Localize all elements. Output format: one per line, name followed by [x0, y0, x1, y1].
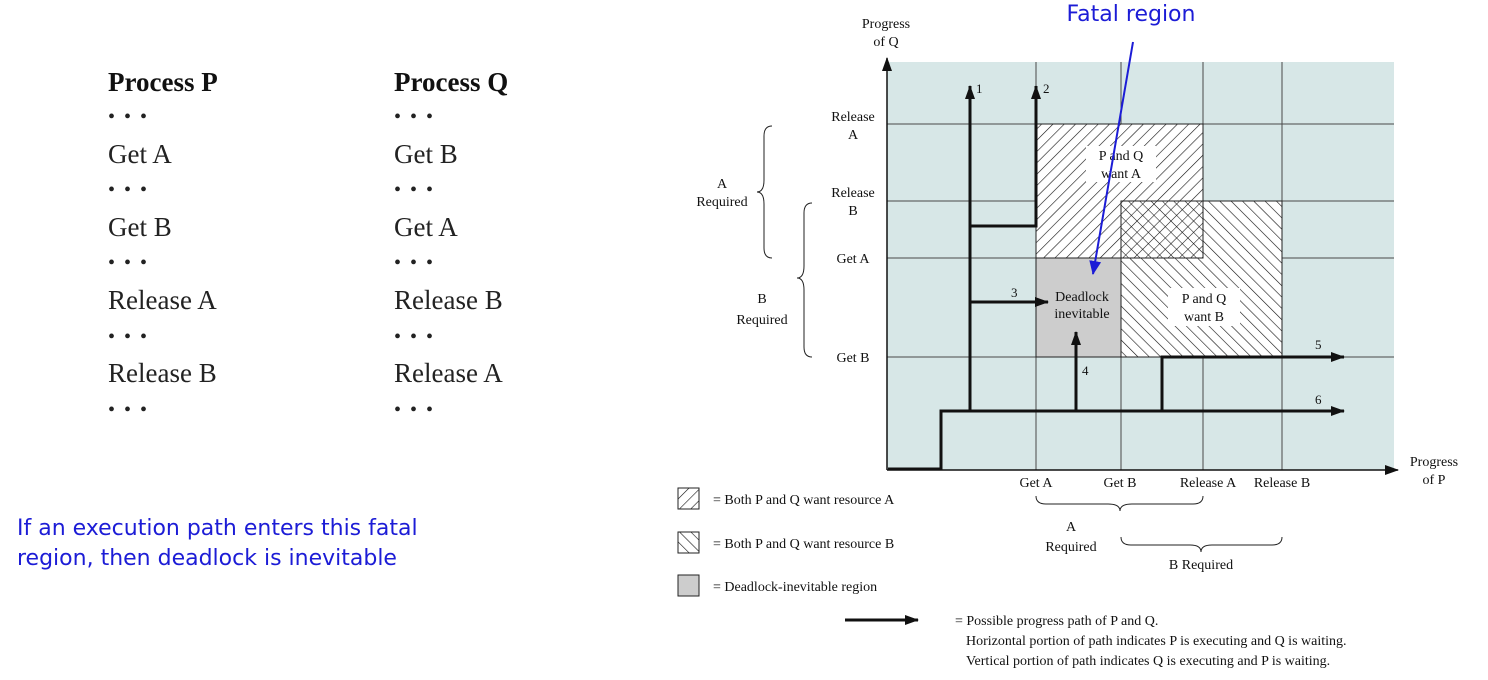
- legend-label-gray: = Deadlock-inevitable region: [713, 580, 877, 595]
- process-q-column: Process Q • • • Get B • • • Get A • • • …: [394, 66, 508, 428]
- process-q-line: Get B: [394, 138, 458, 169]
- process-p-line: Get B: [108, 211, 172, 242]
- x-brace-a-required: [1035, 495, 1204, 512]
- legend-label-path: = Possible progress path of P and Q.: [955, 614, 1158, 629]
- y-tick-release-a: Release: [831, 110, 875, 125]
- legend-swatch-gray: [677, 574, 700, 597]
- y-axis-title: of Q: [873, 35, 898, 50]
- process-p-title: Process P: [108, 67, 218, 97]
- y-tick-release-b: Release: [831, 186, 875, 201]
- y-tick-release-a: A: [848, 128, 859, 143]
- legend-swatch-hatch-a: [677, 487, 700, 510]
- process-p-line: Get A: [108, 138, 172, 169]
- process-q-line: • • •: [394, 252, 436, 275]
- legend-swatch-hatch-b: [677, 531, 700, 554]
- process-p-line: • • •: [108, 398, 150, 421]
- path-number-3: 3: [1011, 285, 1018, 300]
- x-axis-title: of P: [1423, 473, 1446, 488]
- process-p-line: • • •: [108, 252, 150, 275]
- process-p-line: • • •: [108, 179, 150, 202]
- region-label-both-b: want B: [1184, 310, 1224, 325]
- overlap-region: [1120, 200, 1204, 259]
- y-tick-get-b: Get B: [836, 351, 869, 366]
- y-tick-release-b: B: [848, 204, 857, 219]
- legend-label-path-horizontal: Horizontal portion of path indicates P i…: [966, 634, 1347, 649]
- region-label-bg: [1086, 146, 1156, 182]
- region-label-both-b: P and Q: [1182, 292, 1227, 307]
- region-label-deadlock: Deadlock: [1055, 290, 1109, 305]
- y-brace-label-b: Required: [736, 313, 787, 328]
- process-p-line: Release B: [108, 358, 217, 389]
- path-number-4: 4: [1082, 363, 1089, 378]
- x-brace-label-b: B Required: [1169, 558, 1233, 573]
- path-number-1: 1: [976, 81, 983, 96]
- y-brace-label-a: A: [717, 177, 728, 192]
- path-number-5: 5: [1315, 337, 1322, 352]
- x-brace-label-a: A: [1066, 520, 1077, 535]
- x-brace-label-a: Required: [1045, 540, 1096, 555]
- process-p-line: • • •: [108, 325, 150, 348]
- process-q-line: Release B: [394, 284, 503, 315]
- region-label-bg: [1168, 288, 1240, 326]
- fatal-region-note: If an execution path enters this fatal r…: [17, 516, 418, 571]
- y-tick-get-a: Get A: [836, 252, 870, 267]
- path-2: [970, 85, 1041, 228]
- process-p-line: Release A: [108, 284, 217, 315]
- x-tick-release-a: Release A: [1180, 476, 1237, 491]
- region-label-deadlock: inevitable: [1054, 307, 1109, 322]
- process-p-column: Process P • • • Get A • • • Get B • • • …: [108, 66, 218, 428]
- path-number-2: 2: [1043, 81, 1050, 96]
- legend-label-hatch-b: = Both P and Q want resource B: [713, 537, 894, 552]
- x-axis-title: Progress: [1410, 455, 1458, 470]
- process-q-line: • • •: [394, 106, 436, 128]
- fatal-region-label: Fatal region: [1067, 2, 1196, 27]
- path-5: [1160, 352, 1345, 411]
- process-q-line: Release A: [394, 358, 503, 389]
- legend-label-hatch-a: = Both P and Q want resource A: [713, 493, 895, 508]
- x-tick-release-b: Release B: [1254, 476, 1310, 491]
- fatal-region-arrow: [1089, 41, 1134, 275]
- x-brace-b-required: [1120, 536, 1283, 553]
- process-q-title: Process Q: [394, 67, 509, 97]
- process-q-line: • • •: [394, 325, 436, 348]
- y-brace-label-a: Required: [696, 195, 747, 210]
- region-label-both-a: want A: [1101, 167, 1142, 182]
- y-axis-title: Progress: [862, 17, 910, 32]
- y-brace-label-b: B: [757, 292, 766, 307]
- y-brace-b-required: [796, 202, 813, 358]
- region-label-both-a: P and Q: [1099, 149, 1144, 164]
- process-listings: Process P • • • Get A • • • Get B • • • …: [0, 0, 620, 460]
- process-p-line: • • •: [108, 106, 150, 128]
- x-tick-get-a: Get A: [1019, 476, 1053, 491]
- legend-label-path-vertical: Vertical portion of path indicates Q is …: [966, 654, 1330, 669]
- y-brace-a-required: [756, 125, 773, 259]
- process-q-line: • • •: [394, 398, 436, 421]
- path-number-6: 6: [1315, 392, 1322, 407]
- x-tick-get-b: Get B: [1103, 476, 1136, 491]
- process-q-line: Get A: [394, 211, 458, 242]
- process-q-line: • • •: [394, 179, 436, 202]
